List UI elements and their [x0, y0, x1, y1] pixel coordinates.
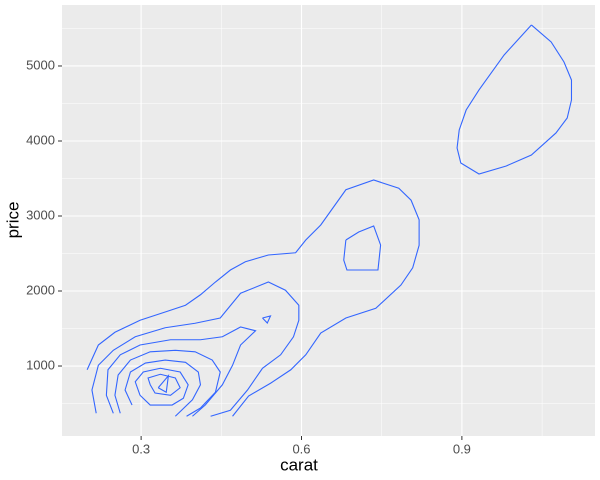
- y-tick-label: 4000: [26, 132, 55, 147]
- contour-line: [343, 225, 382, 271]
- y-tick-label: 1000: [26, 357, 55, 372]
- contour-line: [86, 179, 420, 417]
- y-tick-label: 5000: [26, 57, 55, 72]
- contour-line: [134, 367, 189, 406]
- x-axis-title: carat: [280, 455, 318, 474]
- contour-line: [114, 349, 221, 417]
- contour-line: [91, 281, 300, 417]
- contour-line: [124, 359, 202, 417]
- contour-line: [147, 373, 181, 396]
- x-tick-label: 0.6: [292, 441, 310, 456]
- contour-line: [157, 373, 170, 394]
- contour-line: [262, 315, 272, 325]
- x-tick-label: 0.3: [132, 441, 150, 456]
- y-axis-title: price: [3, 202, 22, 239]
- y-tick-label: 2000: [26, 282, 55, 297]
- panel: [62, 5, 595, 436]
- y-tick-label: 3000: [26, 207, 55, 222]
- contour-line: [456, 24, 573, 175]
- x-tick-label: 0.9: [453, 441, 471, 456]
- contour-line: [105, 326, 257, 417]
